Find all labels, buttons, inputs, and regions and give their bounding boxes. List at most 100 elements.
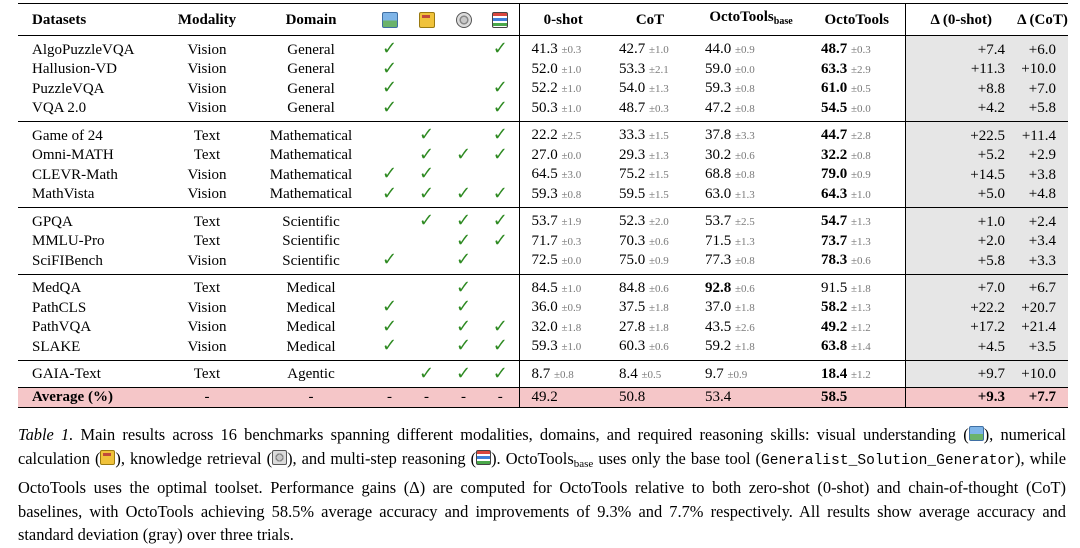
- check-icon: ✓: [492, 335, 508, 356]
- octotools-cell: 54.7 ±1.3: [809, 208, 905, 232]
- octotools-base-cell: 59.0 ±0.0: [693, 60, 809, 80]
- modality-cell: Text: [193, 280, 221, 296]
- dataset-name: MMLU-Pro: [32, 233, 105, 249]
- octotools-cell-std: ±0.6: [851, 255, 871, 267]
- octotools-base-cell: 77.3 ±0.8: [693, 251, 809, 275]
- octotools-base-cell: 59.2 ±1.8: [693, 337, 809, 361]
- zero-shot-cell-std: ±1.8: [561, 321, 582, 334]
- table-row: PathVQA Vision Medical ✓ ✓ ✓ 32.0 ±1.8 27.8 ±1.…: [18, 315, 1068, 338]
- octotools-cell-value: 32.2: [821, 146, 848, 163]
- delta-cot-cell: +3.5: [1017, 337, 1068, 361]
- caption-label: Table 1.: [18, 425, 74, 444]
- octotools-cell: 61.0 ±0.5: [809, 79, 905, 99]
- multi-step-reasoning-cell: ✓: [482, 231, 519, 252]
- header-cot: CoT: [607, 3, 693, 36]
- cot-cell: 29.3 ±1.3: [607, 146, 693, 166]
- delta-zero-shot-cell: +5.8: [904, 251, 1017, 275]
- numerical-calculation-cell: ✓: [408, 360, 445, 388]
- knowledge-retrieval-cell: [445, 122, 482, 146]
- check-icon: ✓: [455, 362, 472, 384]
- dataset-name: PathVQA: [32, 319, 92, 335]
- octotools-cell-std: ±0.0: [851, 102, 871, 115]
- cot-cell-std: ±1.8: [649, 302, 669, 314]
- average-skill-4: -: [482, 387, 519, 408]
- modality-cell: Vision: [187, 299, 227, 316]
- cot-cell-std: ±0.6: [649, 282, 669, 295]
- multi-step-reasoning-cell: ✓: [482, 145, 519, 166]
- cot-cell-value: 53.3: [619, 60, 646, 77]
- multi-step-reasoning-cell: ✓: [482, 98, 519, 122]
- octotools-cell-std: ±1.4: [851, 341, 871, 353]
- zero-shot-cell: 27.0 ±0.0: [518, 145, 607, 165]
- zero-shot-cell-std: ±0.0: [561, 149, 582, 162]
- numerical-calculation-icon: [100, 449, 116, 465]
- check-icon: ✓: [381, 182, 398, 204]
- cot-cell-std: ±1.8: [649, 321, 669, 334]
- cot-cell: 59.5 ±1.5: [607, 184, 693, 208]
- modality-cell: Vision: [163, 98, 251, 122]
- multi-step-reasoning-cell: ✓: [482, 184, 519, 208]
- octotools-cell: 91.5 ±1.8: [809, 274, 905, 298]
- octotools-cell-std: ±1.8: [851, 282, 871, 295]
- average-zero-shot: 49.2: [518, 387, 607, 408]
- modality-cell: Text: [193, 127, 221, 144]
- zero-shot-cell: 59.3 ±1.0: [518, 337, 607, 361]
- table-body: AlgoPuzzleVQA Vision General ✓ ✓ 41.3 ±0.3 42.…: [18, 35, 1068, 408]
- multi-step-reasoning-cell: ✓: [482, 36, 519, 60]
- visual-understanding-cell: ✓: [371, 182, 408, 208]
- octotools-cell: 58.2 ±1.3: [809, 298, 905, 318]
- delta-zero-shot-cell: +14.5: [904, 165, 1017, 185]
- cot-cell-value: 75.0: [619, 252, 646, 268]
- zero-shot-cell: 72.5 ±0.0: [518, 251, 607, 275]
- octotools-base-cell: 43.5 ±2.6: [693, 318, 809, 338]
- cot-cell-std: ±1.5: [649, 130, 669, 142]
- octotools-base-cell: 53.7 ±2.5: [693, 208, 809, 232]
- cot-cell-value: 37.5: [619, 299, 646, 315]
- cot-cell-std: ±0.6: [649, 235, 669, 248]
- check-icon: ✓: [418, 163, 435, 184]
- check-icon: ✓: [455, 296, 472, 317]
- knowledge-retrieval-cell: ✓: [445, 360, 482, 388]
- zero-shot-cell-value: 8.7: [531, 365, 551, 382]
- check-icon: ✓: [455, 210, 472, 231]
- octotools-base-cell-value: 68.8: [705, 166, 732, 182]
- check-icon: ✓: [381, 163, 398, 184]
- octotools-cell-std: ±2.9: [851, 63, 871, 76]
- caption-text-4: ), and multi-step reasoning (: [287, 448, 477, 468]
- zero-shot-cell-value: 59.3: [531, 338, 558, 354]
- domain-cell: Mathematical: [251, 184, 371, 208]
- check-icon: ✓: [492, 362, 508, 384]
- cot-cell-value: 84.8: [619, 279, 646, 296]
- average-modality: -: [163, 387, 251, 408]
- visual-understanding-cell: ✓: [371, 250, 408, 275]
- zero-shot-cell-value: 72.5: [531, 252, 558, 268]
- delta-cot-cell: +10.0: [1017, 59, 1068, 79]
- caption-text-7: ), while OctoTools uses the optimal tool…: [18, 448, 1066, 545]
- cot-cell: 70.3 ±0.6: [607, 232, 693, 252]
- delta-zero-shot-cell: +4.2: [904, 98, 1017, 122]
- cot-cell-value: 33.3: [619, 127, 646, 143]
- zero-shot-cell: 59.3 ±0.8: [518, 184, 607, 208]
- octotools-base-cell-std: ±0.8: [735, 255, 755, 267]
- table-row: GAIA-Text Text Agentic ✓ ✓ ✓ 8.7 ±0.8 8.4 ±0.5 9…: [18, 360, 1068, 388]
- header-octotools-base: OctoToolsbase: [693, 3, 809, 36]
- octotools-base-cell-std: ±0.8: [735, 83, 755, 95]
- multi-step-reasoning-cell: ✓: [482, 77, 519, 99]
- numerical-calculation-icon: [418, 12, 435, 29]
- octotools-base-cell: 63.0 ±1.3: [693, 184, 809, 208]
- knowledge-retrieval-cell: [445, 60, 482, 80]
- check-icon: ✓: [455, 143, 472, 165]
- delta-cot-cell: +3.3: [1017, 251, 1068, 275]
- octotools-cell-std: ±0.3: [851, 44, 871, 56]
- check-icon: ✓: [492, 77, 508, 98]
- knowledge-retrieval-cell: ✓: [445, 296, 482, 318]
- check-icon: ✓: [492, 315, 508, 337]
- octotools-base-cell-value: 53.7: [705, 213, 732, 229]
- caption-text-3: ), knowledge retrieval (: [115, 448, 273, 468]
- numerical-calculation-cell: [408, 318, 445, 338]
- check-icon: ✓: [381, 57, 398, 79]
- modality-cell: Vision: [187, 41, 227, 58]
- multi-step-reasoning-icon: [476, 449, 492, 465]
- delta-zero-shot-cell: +5.2: [904, 145, 1017, 165]
- knowledge-retrieval-cell: ✓: [445, 184, 482, 208]
